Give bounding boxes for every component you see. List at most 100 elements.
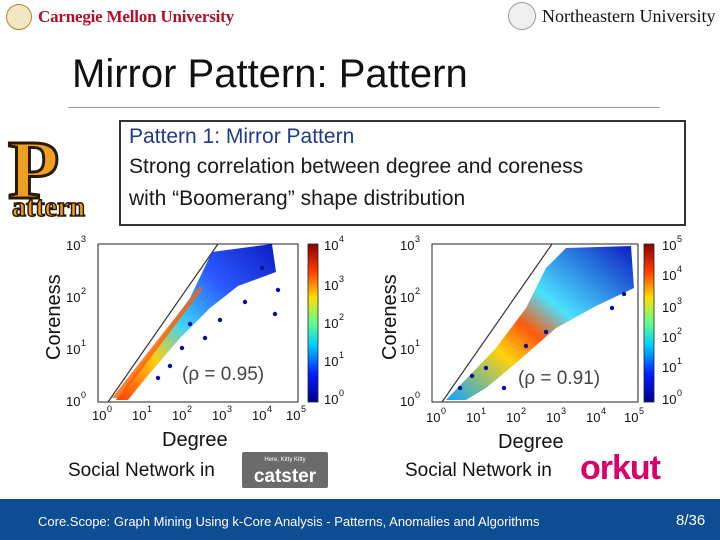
right-xtick-5: 10 — [624, 410, 638, 425]
pattern-logo-word: attern — [12, 192, 86, 223]
right-plot-distribution — [446, 246, 634, 400]
page-current: 8 — [676, 512, 685, 529]
orkut-logo: orkut — [580, 449, 661, 487]
svg-text:5: 5 — [301, 404, 306, 414]
left-plot-xlabel: Degree — [162, 429, 228, 451]
left-xtick-0: 10 — [92, 408, 106, 423]
northeastern-logo: Northeastern University — [508, 2, 715, 30]
right-xtick-1: 10 — [466, 410, 480, 425]
left-cbtick-1: 10 — [324, 354, 338, 369]
right-caption: Social Network in — [405, 460, 552, 481]
right-ytick-0: 10 — [400, 394, 414, 409]
left-plot-rho: (ρ = 0.95) — [182, 364, 264, 385]
svg-text:2: 2 — [677, 326, 682, 336]
right-cbtick-2: 10 — [662, 330, 676, 345]
svg-text:1: 1 — [415, 338, 420, 348]
svg-text:5: 5 — [677, 234, 682, 244]
right-plot-rho: (ρ = 0.91) — [518, 368, 600, 389]
catster-wordmark: catster — [254, 466, 317, 487]
left-ytick-3-exp: 3 — [81, 234, 86, 244]
right-xtick-2: 10 — [506, 410, 520, 425]
right-colorbar — [643, 243, 655, 403]
svg-text:4: 4 — [677, 264, 682, 274]
svg-text:3: 3 — [561, 406, 566, 416]
right-xtick-0: 10 — [426, 410, 440, 425]
svg-text:0: 0 — [415, 390, 420, 400]
left-xtick-4: 10 — [252, 408, 266, 423]
left-xtick-3: 10 — [212, 408, 226, 423]
left-ytick-1: 10 — [66, 342, 80, 357]
pattern-logo-letter: P — [8, 124, 59, 217]
svg-text:3: 3 — [339, 274, 344, 284]
callout-line-2: with “Boomerang” shape distribution — [129, 187, 466, 210]
footer-bar — [0, 499, 720, 540]
svg-text:0: 0 — [677, 388, 682, 398]
left-scatter-plot: (ρ = 0.95) 10 3 10 2 10 1 10 0 10 0 10 1 10 2 1… — [43, 234, 344, 451]
left-ytick-0: 10 — [66, 394, 80, 409]
left-xtick-5: 10 — [286, 408, 300, 423]
svg-text:3: 3 — [677, 296, 682, 306]
svg-text:2: 2 — [415, 286, 420, 296]
left-cbtick-2: 10 — [324, 316, 338, 331]
right-xtick-4: 10 — [586, 410, 600, 425]
right-ytick-1: 10 — [400, 342, 414, 357]
svg-text:3: 3 — [415, 234, 420, 244]
left-plot-diagonal — [107, 243, 219, 403]
left-ytick-2: 10 — [66, 290, 80, 305]
svg-text:2: 2 — [521, 406, 526, 416]
left-ytick-1-exp: 1 — [81, 338, 86, 348]
svg-text:4: 4 — [601, 406, 606, 416]
svg-text:1: 1 — [677, 356, 682, 366]
footer-text: Core.Scope: Graph Mining Using k-Core An… — [38, 514, 540, 529]
slide-title: Mirror Pattern: Pattern — [72, 52, 468, 96]
right-ytick-3: 10 — [400, 238, 414, 253]
cmu-logo: Carnegie Mellon University — [6, 4, 234, 30]
pattern-callout-box: Pattern 1: Mirror Pattern Strong correla… — [119, 120, 686, 226]
right-xtick-3: 10 — [546, 410, 560, 425]
right-scatter-plot: (ρ = 0.91) 10 3 10 2 10 1 10 0 10 0 10 1 10 2 1… — [379, 234, 682, 453]
svg-text:0: 0 — [441, 406, 446, 416]
left-colorbar — [307, 243, 319, 403]
svg-text:5: 5 — [639, 406, 644, 416]
right-ytick-2: 10 — [400, 290, 414, 305]
catster-tagline: Here, Kitty Kitty — [264, 457, 305, 463]
cmu-seal-icon — [6, 4, 32, 30]
left-cbtick-4: 10 — [324, 238, 338, 253]
title-divider — [68, 107, 660, 108]
cmu-logo-text: Carnegie Mellon University — [38, 7, 234, 26]
svg-text:2: 2 — [187, 404, 192, 414]
svg-text:3: 3 — [227, 404, 232, 414]
left-plot-distribution — [116, 244, 276, 400]
pattern-logo-icon: P attern — [7, 124, 87, 224]
page-number: 8/36 — [676, 512, 705, 529]
northeastern-seal-icon — [508, 2, 536, 30]
right-cbtick-3: 10 — [662, 300, 676, 315]
catster-logo: Here, Kitty Kitty catster — [242, 452, 328, 488]
right-cbtick-5: 10 — [662, 238, 676, 253]
right-plot-ylabel: Coreness — [379, 274, 401, 360]
left-caption: Social Network in — [68, 460, 215, 481]
left-plot-ylabel: Coreness — [43, 274, 65, 360]
left-xtick-1: 10 — [132, 408, 146, 423]
callout-line-1: Strong correlation between degree and co… — [129, 155, 584, 178]
svg-text:0: 0 — [107, 404, 112, 414]
left-cbtick-3: 10 — [324, 278, 338, 293]
left-cbtick-0: 10 — [324, 392, 338, 407]
svg-text:0: 0 — [339, 388, 344, 398]
svg-text:4: 4 — [339, 234, 344, 244]
svg-text:2: 2 — [339, 312, 344, 322]
left-ytick-0-exp: 0 — [81, 390, 86, 400]
northeastern-logo-text: Northeastern University — [542, 5, 716, 26]
left-ytick-2-exp: 2 — [81, 286, 86, 296]
callout-heading: Pattern 1: Mirror Pattern — [129, 125, 355, 148]
svg-text:1: 1 — [481, 406, 486, 416]
left-ytick-3: 10 — [66, 238, 80, 253]
page-total: /36 — [684, 512, 706, 529]
right-cbtick-4: 10 — [662, 268, 676, 283]
right-plot-xlabel: Degree — [498, 431, 564, 453]
right-cbtick-1: 10 — [662, 360, 676, 375]
svg-text:4: 4 — [267, 404, 272, 414]
left-xtick-2: 10 — [172, 408, 186, 423]
right-plot-diagonal — [441, 243, 553, 403]
svg-text:1: 1 — [339, 350, 344, 360]
